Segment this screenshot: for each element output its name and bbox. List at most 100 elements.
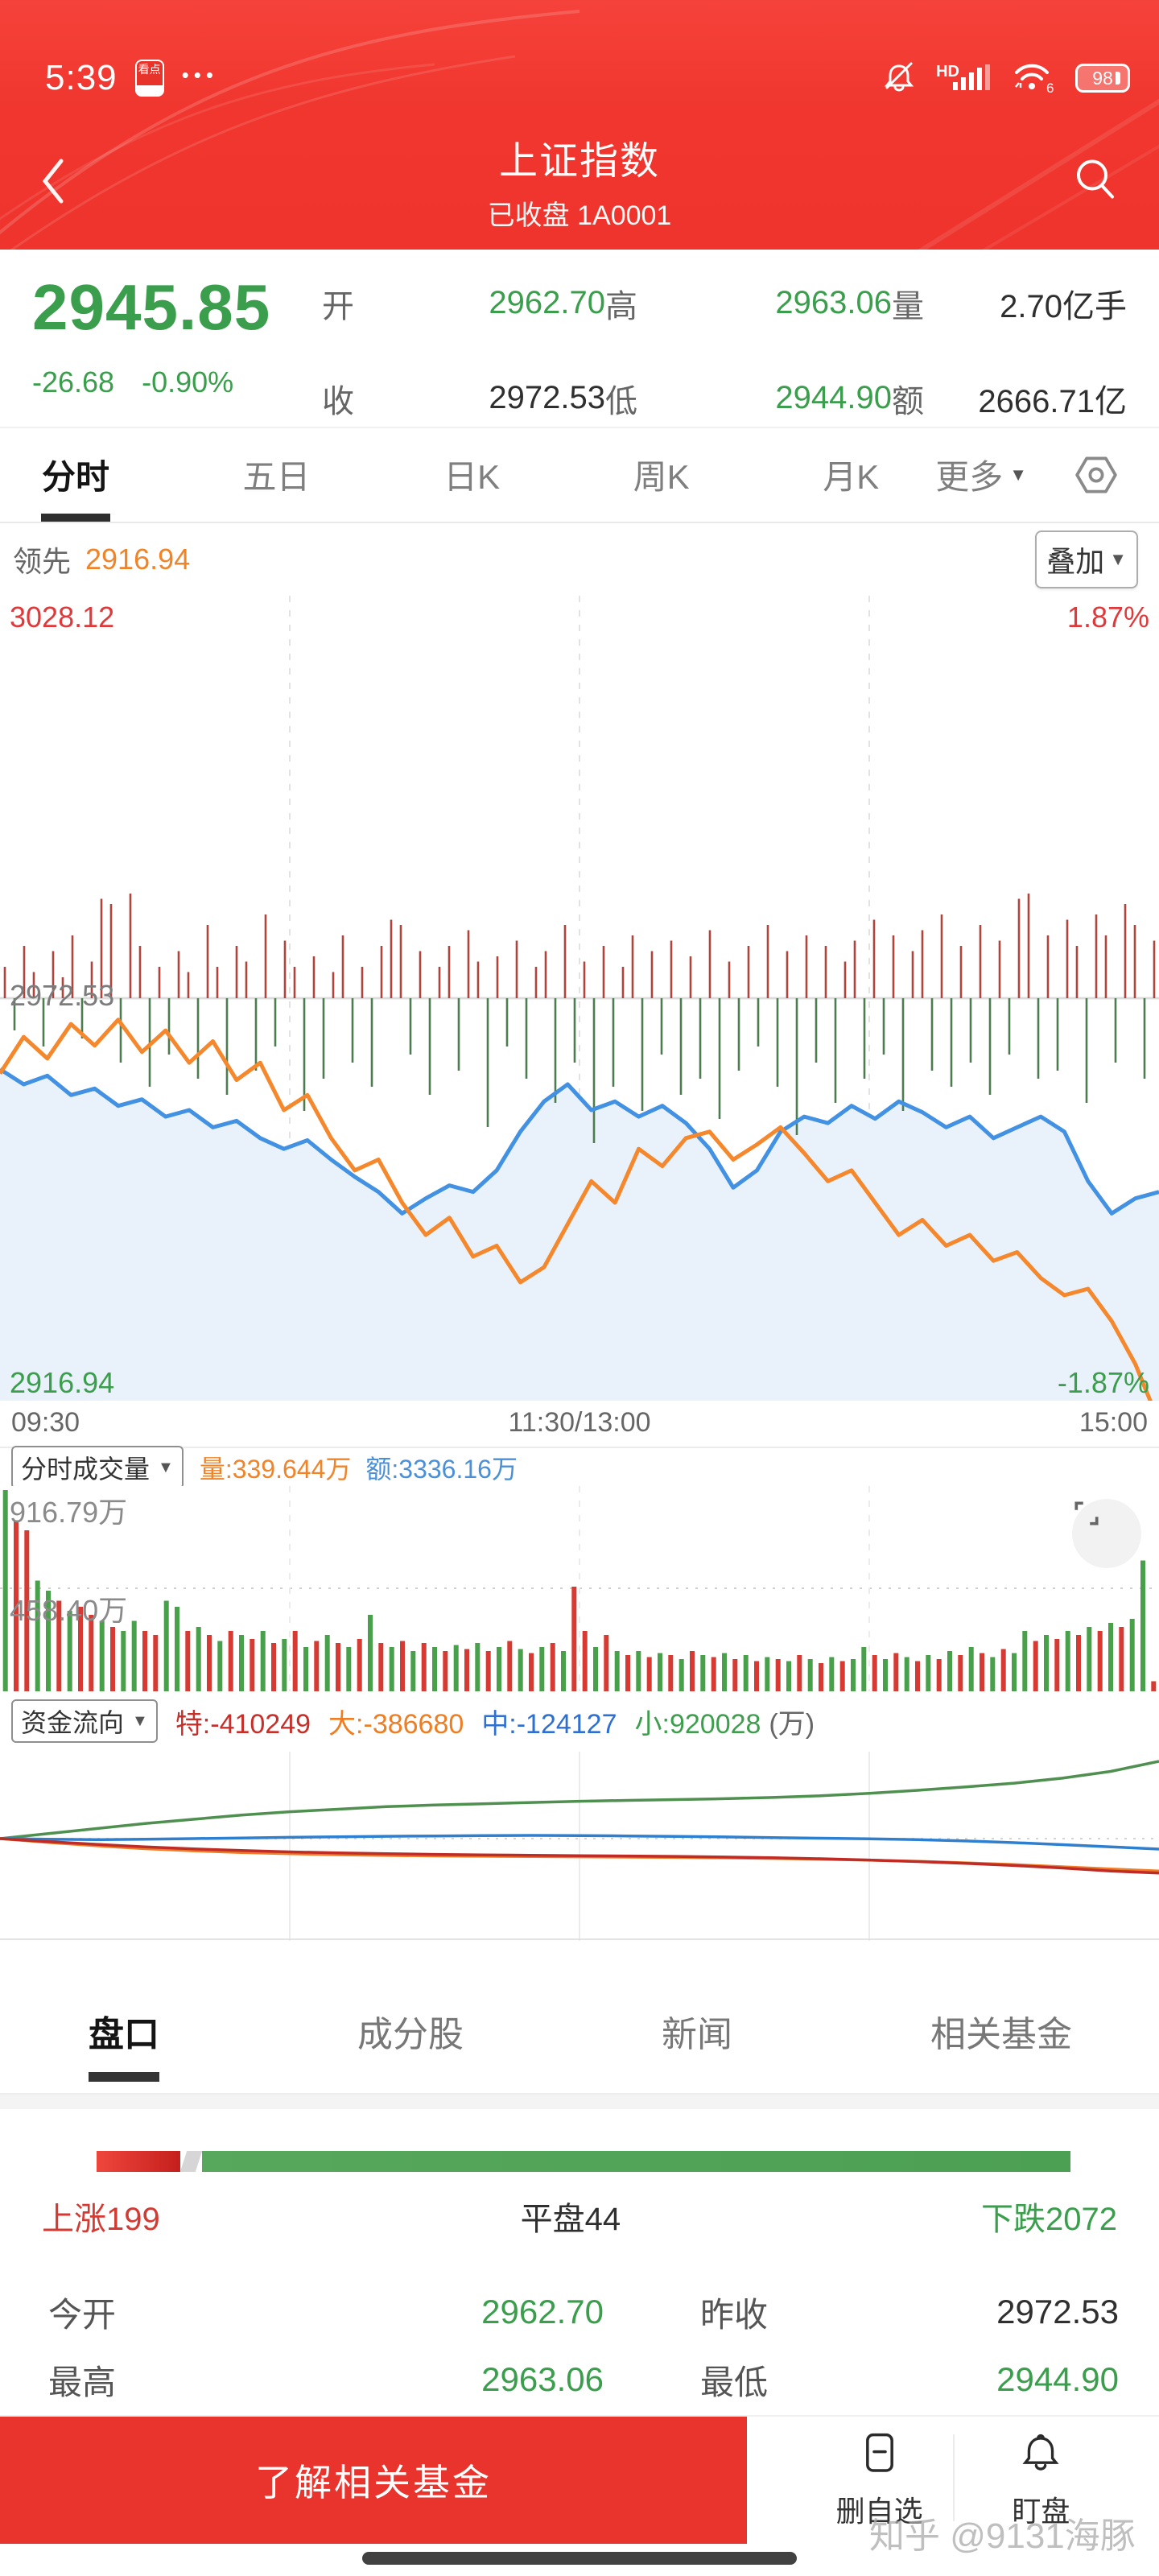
money-flow-chart[interactable]: [0, 1751, 1159, 1941]
section-tab-1[interactable]: 盘口: [89, 1968, 159, 2093]
flow-item: 中:-124127: [481, 1708, 617, 1740]
info-label: 今开: [48, 2295, 117, 2334]
intraday-chart[interactable]: 3028.12 1.87% 2972.53 2916.94 -1.87%: [0, 595, 1159, 1401]
vertical-divider: [953, 2434, 955, 2522]
chart-settings-icon[interactable]: [1075, 454, 1117, 496]
info-value: 2944.90: [996, 2360, 1119, 2399]
chevron-down-icon: ▼: [1009, 464, 1027, 485]
stat-value: 2666.71亿: [978, 383, 1127, 419]
status-time: 5:39: [45, 57, 118, 97]
stat-value: 2962.70: [489, 285, 605, 321]
bottom-action-bar: 了解相关基金 删自选: [0, 2415, 1159, 2545]
info-label: 最低: [700, 2363, 769, 2401]
overlay-button[interactable]: 叠加 ▼: [1035, 530, 1138, 588]
battery-percent: 98: [1092, 67, 1113, 89]
delete-watchlist-button[interactable]: 删自选: [836, 2417, 923, 2544]
home-indicator[interactable]: [362, 2552, 797, 2566]
breadth-bar: [97, 2151, 1070, 2173]
info-label: 最高: [48, 2363, 117, 2401]
decliners-count: 下跌2072: [981, 2202, 1117, 2238]
advancers-count: 上涨199: [42, 2202, 160, 2238]
period-tab-bar: 分时 五日 日K 周K 月K 更多 ▼: [0, 426, 1159, 523]
search-icon[interactable]: [1070, 154, 1120, 208]
volume-header: 分时成交量 ▼ 量:339.644万 额:3336.16万: [0, 1446, 1159, 1490]
stat-label: 量: [892, 288, 924, 324]
period-tab-1[interactable]: 分时: [42, 428, 109, 522]
spacer: [0, 1940, 1159, 1969]
section-tab-3[interactable]: 新闻: [662, 2014, 732, 2054]
section-tab-4[interactable]: 相关基金: [930, 2014, 1072, 2054]
total-amount: 额:3336.16万: [365, 1455, 518, 1484]
market-breadth: 上涨199 平盘44 下跌2072: [0, 2109, 1159, 2255]
leading-value: 2916.94: [85, 542, 191, 576]
wifi-6-label: 6: [1046, 80, 1054, 93]
money-flow-dropdown[interactable]: 资金流向 ▼: [11, 1699, 158, 1744]
market-status: 已收盘 1A0001: [487, 200, 672, 232]
breadth-down-segment: [202, 2151, 1070, 2173]
ohlc-info-rows: 今开 2962.70 昨收 2972.53 最高 2963.06 最低 2944.90: [0, 2254, 1159, 2416]
period-tab-4[interactable]: 周K: [633, 458, 690, 497]
leading-index-row: 领先 2916.94 叠加 ▼: [0, 522, 1159, 596]
tab-more[interactable]: 更多 ▼: [935, 458, 1027, 497]
volume-max-label: 916.79万: [10, 1495, 128, 1529]
stat-label: 高: [605, 288, 637, 324]
related-funds-button[interactable]: 了解相关基金: [0, 2417, 747, 2545]
last-price: 2945.85: [32, 270, 271, 343]
section-tab-bar: 盘口 成分股 新闻 相关基金: [0, 1968, 1159, 2095]
bell-muted-icon: [881, 59, 917, 98]
wifi-icon: 6: [1013, 60, 1056, 97]
volume-mid-label: 458.40万: [10, 1593, 128, 1627]
divider-band: [0, 2095, 1159, 2110]
unchanged-count: 平盘44: [520, 2202, 621, 2238]
leading-label: 领先: [13, 544, 72, 578]
money-flow-canvas: [0, 1751, 1159, 1941]
back-button[interactable]: [35, 149, 84, 213]
section-tab-2[interactable]: 成分股: [357, 2014, 464, 2054]
minus-square-icon: [860, 2431, 900, 2480]
stat-value: 2.70亿手: [1000, 288, 1127, 324]
period-tab-2[interactable]: 五日: [242, 458, 311, 497]
watermark: 知乎 @9131海豚: [869, 2516, 1136, 2556]
signal-bars-icon: [951, 63, 993, 94]
chevron-down-icon: ▼: [158, 1458, 174, 1476]
info-value: 2972.53: [996, 2293, 1119, 2331]
breadth-flat-segment: [179, 2151, 203, 2173]
app-badge-icon: 看点: [134, 59, 164, 97]
money-flow-header: 资金流向 ▼ 特:-410249 大:-386680 中:-124127 小:92002…: [0, 1690, 1159, 1752]
chart-min-price: 2916.94: [10, 1365, 115, 1399]
bell-icon: [1019, 2431, 1062, 2480]
hd-indicator: HD: [936, 62, 959, 80]
stat-value: 2972.53: [489, 380, 605, 416]
chevron-down-icon: ▼: [1109, 548, 1127, 569]
notification-dots-icon: •••: [181, 63, 218, 88]
bottom-strip: [0, 2544, 1159, 2576]
time-tick-open: 09:30: [11, 1407, 80, 1439]
app-header: 上证指数 已收盘 1A0001: [0, 112, 1159, 250]
period-tab-3[interactable]: 日K: [443, 458, 501, 497]
expand-chart-button[interactable]: [1072, 1498, 1141, 1568]
stat-label: 额: [892, 383, 924, 419]
stat-label: 收: [322, 383, 354, 419]
status-bar: 5:39 看点 ••• HD: [0, 0, 1159, 113]
info-row: 今开 2962.70 昨收 2972.53: [0, 2288, 1159, 2336]
chart-prevclose-label: 2972.53: [10, 978, 115, 1012]
quote-panel: 2945.85 -26.68 -0.90% 开 2962.70 高 2963.06 量 2…: [0, 249, 1159, 427]
time-axis: 09:30 11:30/13:00 15:00: [0, 1399, 1159, 1448]
breadth-up-segment: [97, 2151, 181, 2173]
chart-max-price: 3028.12: [10, 600, 115, 634]
volume-chart[interactable]: 916.79万 458.40万: [0, 1485, 1159, 1691]
chevron-down-icon: ▼: [132, 1711, 148, 1730]
time-tick-close: 15:00: [1079, 1407, 1148, 1439]
price-change-percent: -0.90%: [142, 365, 234, 398]
info-value: 2962.70: [481, 2293, 604, 2331]
period-tab-5[interactable]: 月K: [823, 458, 880, 497]
stat-value: 2944.90: [775, 380, 892, 416]
battery-icon: 98: [1075, 64, 1130, 93]
volume-chart-canvas: [0, 1485, 1159, 1691]
stat-label: 低: [605, 383, 637, 419]
volume-indicator-dropdown[interactable]: 分时成交量 ▼: [11, 1446, 184, 1490]
page-title: 上证指数: [498, 140, 660, 184]
chart-min-percent: -1.87%: [1057, 1365, 1149, 1399]
watch-alert-button[interactable]: 盯盘: [1012, 2417, 1070, 2544]
